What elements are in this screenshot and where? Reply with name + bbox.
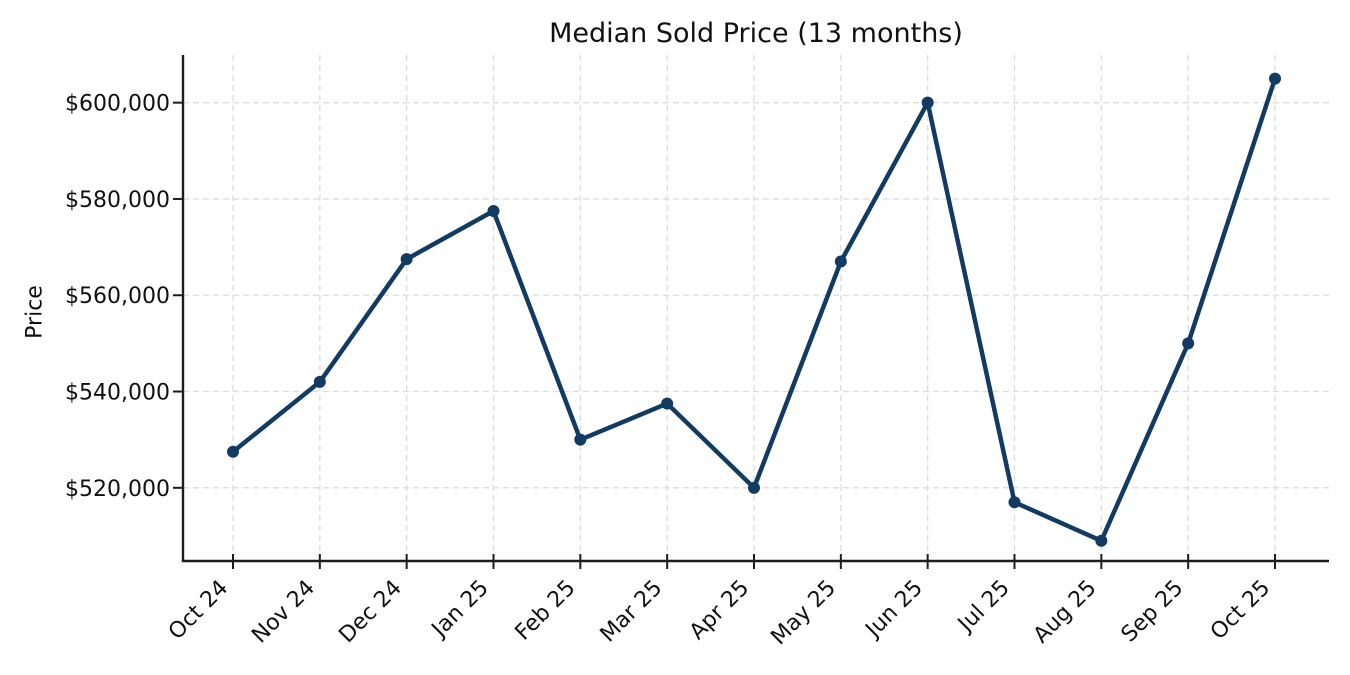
y-tick-label: $520,000 [65, 477, 170, 502]
data-point-marker [921, 96, 934, 109]
x-tick-label: May 25 [766, 576, 841, 651]
data-point-marker [1269, 72, 1281, 85]
data-point-marker [661, 397, 674, 410]
data-point-marker [1095, 534, 1108, 547]
y-tick-label: $600,000 [65, 92, 170, 117]
x-tick-label: Jan 25 [426, 576, 494, 644]
x-tick-label: Oct 25 [1206, 576, 1275, 645]
y-tick-label: $580,000 [65, 188, 170, 213]
x-tick-label: Feb 25 [511, 576, 581, 646]
chart-title: Median Sold Price (13 months) [549, 18, 963, 49]
data-point-marker [1182, 337, 1195, 350]
data-point-marker [400, 253, 413, 266]
data-point-marker [313, 375, 326, 388]
x-tick-label: Sep 25 [1117, 576, 1189, 648]
data-point-marker [1008, 496, 1021, 509]
x-tick-label: Nov 24 [247, 576, 320, 649]
data-point-marker [227, 445, 239, 458]
y-tick-label: $560,000 [65, 284, 170, 309]
data-point-marker [574, 433, 587, 446]
x-tick-label: Jun 25 [860, 576, 928, 644]
data-point-marker [834, 255, 847, 268]
x-tick-label: Jul 25 [952, 576, 1015, 639]
x-tick-label: Aug 25 [1029, 576, 1102, 649]
x-tick-label: Dec 24 [334, 576, 407, 649]
x-tick-label: Apr 25 [685, 576, 754, 645]
x-tick-label: Mar 25 [596, 576, 668, 648]
data-point-marker [487, 204, 500, 217]
data-point-marker [748, 481, 760, 494]
y-tick-label: $540,000 [65, 381, 170, 406]
x-tick-label: Oct 24 [164, 576, 233, 645]
